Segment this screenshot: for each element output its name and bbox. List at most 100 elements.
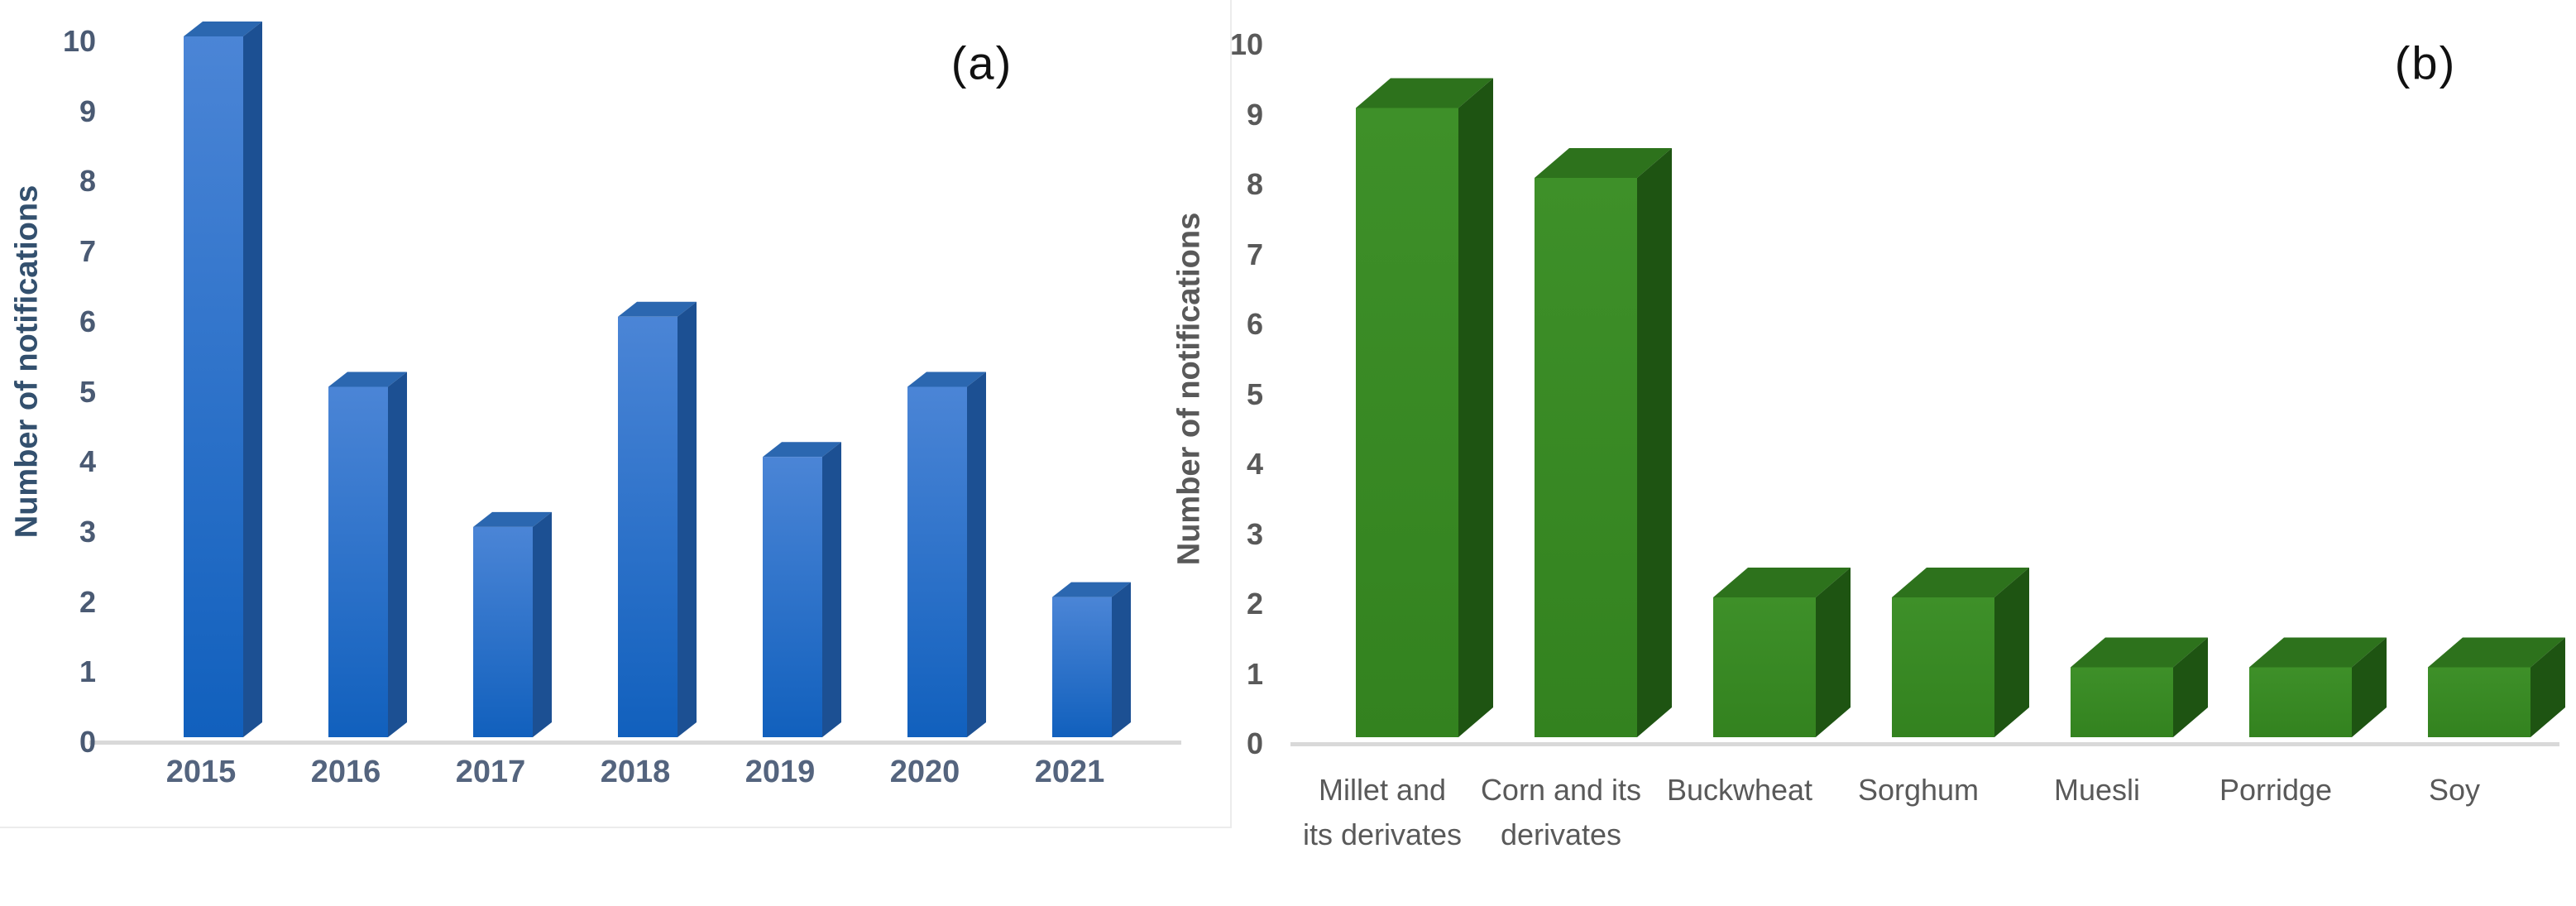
chart-a-y-axis-title: Number of notifications [9, 185, 45, 539]
bar-top-face [1052, 582, 1131, 597]
chart-a-y-tick-3: 3 [79, 514, 96, 549]
bar-front-face [2428, 667, 2531, 737]
bar-front-face [1535, 178, 1637, 737]
chart-b-y-tick-9: 9 [1246, 97, 1263, 132]
chart-a-x-axis-line [89, 741, 1181, 745]
bar-2021 [1052, 582, 1131, 737]
bar-soy [2428, 637, 2565, 737]
chart-b-category-label-millet-and-its-derivates: Millet and its derivates [1302, 773, 1463, 851]
bar-front-face [1892, 597, 1994, 737]
bar-side-face [1816, 568, 1851, 737]
bar-2017 [473, 511, 552, 737]
chart-b-y-tick-0: 0 [1246, 726, 1263, 760]
chart-b-x-axis-line [1290, 742, 2559, 746]
bar-top-face [763, 442, 841, 458]
bar-front-face [2249, 667, 2352, 737]
bar-corn-and-its-derivates [1535, 148, 1672, 737]
bar-top-face [907, 372, 986, 387]
chart-b-y-tick-2: 2 [1246, 587, 1263, 621]
bar-front-face [763, 457, 822, 737]
bar-millet-and-its-derivates [1356, 78, 1493, 737]
bar-front-face [1052, 597, 1112, 737]
chart-b-y-tick-10: 10 [1229, 27, 1263, 61]
chart-b-category-label-soy: Soy [2428, 773, 2481, 807]
chart-a-category-label-2016: 2016 [310, 755, 381, 789]
bar-side-face [2352, 637, 2387, 737]
bar-side-face [1458, 78, 1493, 737]
bar-top-face [1356, 78, 1493, 108]
bar-buckwheat [1713, 568, 1851, 737]
bar-side-face [1112, 582, 1131, 737]
bar-sorghum [1892, 568, 2029, 737]
chart-a-y-tick-5: 5 [79, 374, 96, 409]
bar-top-face [1713, 568, 1851, 597]
chart-b-category-label-porridge: Porridge [2219, 773, 2333, 807]
chart-a-y-tick-6: 6 [79, 304, 96, 338]
bar-2019 [763, 442, 841, 737]
bar-top-face [184, 22, 262, 36]
chart-b-category-label-buckwheat: Buckwheat [1666, 773, 1813, 807]
chart-a-y-tick-7: 7 [79, 234, 96, 269]
bar-2018 [618, 301, 697, 737]
bar-side-face [388, 372, 407, 737]
chart-a-bars [184, 22, 1131, 737]
bar-side-face [533, 511, 552, 737]
chart-a-y-tick-10: 10 [62, 24, 96, 58]
bar-top-face [2071, 637, 2208, 668]
bar-side-face [2531, 637, 2565, 737]
bar-muesli [2071, 637, 2208, 737]
bar-side-face [967, 372, 986, 737]
chart-a-y-tick-9: 9 [79, 93, 96, 128]
chart-b-bars [1356, 78, 2565, 737]
bar-front-face [1713, 597, 1816, 737]
bar-front-face [2071, 667, 2173, 737]
bar-front-face [907, 386, 967, 737]
chart-a-y-tick-0: 0 [79, 725, 96, 759]
chart-b-y-tick-4: 4 [1246, 447, 1263, 481]
bar-side-face [1637, 148, 1672, 737]
chart-a-panel-label: (a) [950, 36, 1013, 89]
chart-a-category-label-2015: 2015 [165, 755, 237, 789]
bar-front-face [473, 526, 533, 737]
chart-a-y-tick-2: 2 [79, 584, 96, 619]
bar-front-face [328, 386, 388, 737]
chart-b-y-tick-5: 5 [1246, 376, 1263, 411]
bar-front-face [618, 316, 678, 737]
bar-top-face [2249, 637, 2387, 668]
bar-porridge [2249, 637, 2387, 737]
bar-2020 [907, 372, 986, 737]
chart-b-y-tick-8: 8 [1246, 167, 1263, 201]
chart-a-y-tick-8: 8 [79, 164, 96, 199]
chart-a-category-label-2017: 2017 [455, 755, 526, 789]
bar-2016 [328, 372, 407, 737]
bar-top-face [328, 372, 407, 387]
chart-b-y-axis-title: Number of notifications [1171, 212, 1207, 566]
bar-top-face [2428, 637, 2565, 668]
chart-b-y-tick-3: 3 [1246, 516, 1263, 551]
chart-a-y-tick-1: 1 [79, 654, 96, 689]
bar-side-face [2173, 637, 2208, 737]
chart-a-category-label-2020: 2020 [889, 755, 960, 789]
bar-front-face [184, 36, 243, 737]
bar-top-face [1535, 148, 1672, 178]
bar-top-face [473, 511, 552, 527]
chart-b-y-tick-7: 7 [1246, 237, 1263, 271]
bar-2015 [184, 22, 262, 737]
chart-a-category-label-2018: 2018 [600, 755, 671, 789]
bar-front-face [1356, 108, 1458, 737]
bar-side-face [243, 22, 262, 737]
chart-b-category-label-muesli: Muesli [2053, 773, 2141, 807]
chart-a-category-label-2021: 2021 [1034, 755, 1105, 789]
bar-top-face [1892, 568, 2029, 597]
chart-b-category-label-corn-and-its-derivates: Corn and its derivates [1480, 773, 1642, 851]
bar-side-face [1994, 568, 2029, 737]
chart-b-category-label-sorghum: Sorghum [1857, 773, 1980, 807]
bar-side-face [678, 301, 697, 737]
chart-b-y-tick-1: 1 [1246, 656, 1263, 691]
chart-b-y-tick-6: 6 [1246, 307, 1263, 341]
chart-a-category-label-2019: 2019 [745, 755, 816, 789]
chart-a-y-tick-4: 4 [79, 444, 96, 479]
bar-side-face [822, 442, 841, 737]
